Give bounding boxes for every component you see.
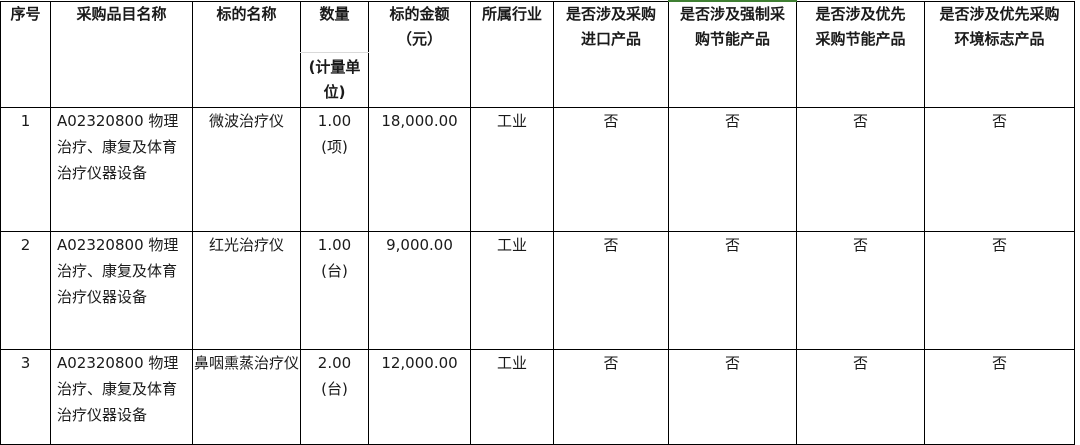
cell-amount: 18,000.00	[368, 106, 471, 232]
column-header-item-name: 采购品目名称	[50, 0, 193, 108]
cell-index: 3	[0, 348, 51, 445]
column-header-import-line1: 是否涉及采购	[565, 4, 656, 23]
column-header-priority-line2: 采购节能产品	[815, 29, 906, 48]
column-header-amount-line1: 标的金额	[389, 4, 450, 23]
cell-eco: 否	[924, 348, 1075, 445]
cell-import: 否	[553, 348, 669, 445]
column-header-quantity-unit-label: (计量单位)	[308, 57, 361, 101]
column-header-mandatory-energy-saving: 是否涉及强制采 购节能产品	[668, 0, 797, 108]
column-header-mandatory-line2: 购节能产品	[694, 30, 770, 48]
cell-quantity: 1.00 (项)	[300, 106, 369, 232]
quantity-header-divider	[300, 51, 369, 53]
column-header-industry: 所属行业	[470, 0, 554, 108]
cell-priority: 否	[796, 106, 925, 232]
cell-subject: 红光治疗仪	[192, 230, 301, 350]
cell-quantity-unit: (项)	[321, 137, 348, 156]
cell-industry: 工业	[470, 230, 554, 350]
column-header-quantity-group: 数量 (计量单位)	[300, 2, 369, 107]
column-header-quantity: 数量 (计量单位)	[300, 0, 369, 108]
cell-mandatory: 否	[668, 348, 797, 445]
cell-quantity-unit: (台)	[321, 261, 348, 280]
column-header-industry-label: 所属行业	[481, 4, 542, 23]
cell-mandatory: 否	[668, 230, 797, 350]
table-row: 1 A02320800 物理治疗、康复及体育治疗仪器设备 微波治疗仪 1.00 …	[0, 106, 1075, 232]
column-header-mandatory-line1: 是否涉及强制采	[679, 5, 785, 23]
column-header-import-line2: 进口产品	[580, 29, 641, 48]
column-header-amount-line2: （元）	[396, 29, 442, 48]
column-header-item-name-label: 采购品目名称	[76, 4, 167, 23]
column-header-subject-label: 标的名称	[216, 4, 277, 23]
cell-subject: 鼻咽熏蒸治疗仪	[192, 348, 301, 445]
cell-priority: 否	[796, 230, 925, 350]
cell-item-name: A02320800 物理治疗、康复及体育治疗仪器设备	[50, 348, 193, 445]
column-header-eco-line2: 环境标志产品	[954, 29, 1045, 48]
cell-item-name: A02320800 物理治疗、康复及体育治疗仪器设备	[50, 230, 193, 350]
table-row: 2 A02320800 物理治疗、康复及体育治疗仪器设备 红光治疗仪 1.00 …	[0, 230, 1075, 350]
cell-industry: 工业	[470, 106, 554, 232]
table-row: 3 A02320800 物理治疗、康复及体育治疗仪器设备 鼻咽熏蒸治疗仪 2.0…	[0, 348, 1075, 445]
cell-item-name: A02320800 物理治疗、康复及体育治疗仪器设备	[50, 106, 193, 232]
column-header-index-label: 序号	[10, 4, 41, 23]
cell-import: 否	[553, 230, 669, 350]
cell-mandatory: 否	[668, 106, 797, 232]
cell-amount: 12,000.00	[368, 348, 471, 445]
cell-quantity-value: 1.00	[317, 111, 352, 130]
column-header-priority-energy-saving: 是否涉及优先 采购节能产品	[796, 0, 925, 108]
column-header-eco-line1: 是否涉及优先采购	[939, 4, 1060, 23]
column-header-index: 序号	[0, 0, 51, 108]
table-body: 1 A02320800 物理治疗、康复及体育治疗仪器设备 微波治疗仪 1.00 …	[0, 106, 1075, 445]
cell-import: 否	[553, 106, 669, 232]
header-row: 序号 采购品目名称 标的名称 数量 (计量单位) 标的金额	[0, 0, 1075, 108]
column-header-import-product: 是否涉及采购 进口产品	[553, 0, 669, 108]
cell-quantity-unit: (台)	[321, 379, 348, 398]
cell-subject: 微波治疗仪	[192, 106, 301, 232]
cell-index: 2	[0, 230, 51, 350]
column-header-subject: 标的名称	[192, 0, 301, 108]
cell-quantity-value: 2.00	[317, 353, 352, 372]
column-header-amount: 标的金额 （元）	[368, 0, 471, 108]
column-header-priority-line1: 是否涉及优先	[815, 4, 906, 23]
cell-amount: 9,000.00	[368, 230, 471, 350]
cell-eco: 否	[924, 230, 1075, 350]
column-header-eco-label-product: 是否涉及优先采购 环境标志产品	[924, 0, 1075, 108]
cell-quantity: 1.00 (台)	[300, 230, 369, 350]
cell-quantity: 2.00 (台)	[300, 348, 369, 445]
cell-eco: 否	[924, 106, 1075, 232]
table-header: 序号 采购品目名称 标的名称 数量 (计量单位) 标的金额	[0, 0, 1075, 108]
cell-quantity-value: 1.00	[317, 235, 352, 254]
column-header-quantity-label: 数量	[319, 4, 350, 23]
cell-industry: 工业	[470, 348, 554, 445]
cell-index: 1	[0, 106, 51, 232]
cell-priority: 否	[796, 348, 925, 445]
